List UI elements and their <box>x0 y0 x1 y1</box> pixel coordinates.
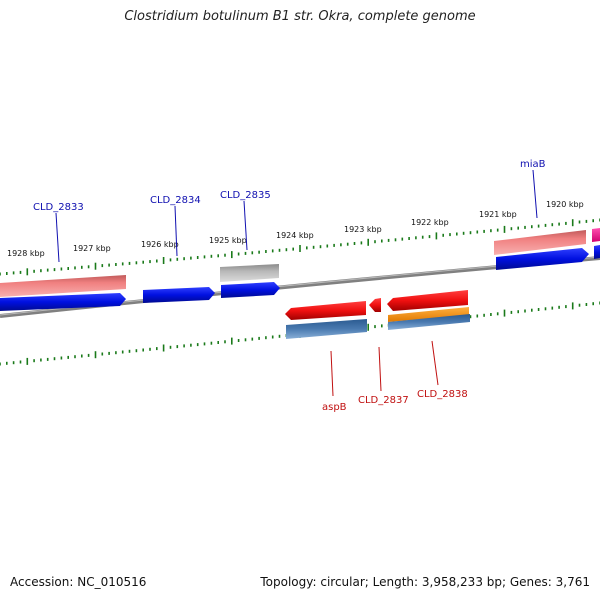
genome-title: Clostridium botulinum B1 str. Okra, comp… <box>124 9 476 24</box>
gene-cld2833-homolog-bar[interactable] <box>0 275 126 297</box>
leader-line-aspb <box>330 350 334 397</box>
gene-edge-magenta-bar[interactable] <box>592 228 600 242</box>
gene-cld2835-arrow[interactable] <box>221 282 280 298</box>
gene-label-aspb[interactable]: aspB <box>322 402 347 413</box>
scale-label: 1928 kbp <box>7 249 45 258</box>
scale-label: 1921 kbp <box>479 210 517 219</box>
leader-line-cld2837 <box>378 346 382 392</box>
leader-line-cld2834 <box>174 205 178 257</box>
scale-label: 1924 kbp <box>276 231 314 240</box>
gene-label-cld2835[interactable]: CLD_2835 <box>220 190 271 201</box>
gene-label-cld2838[interactable]: CLD_2838 <box>417 389 468 400</box>
leader-line-miab <box>532 169 538 219</box>
gene-aspb-arrow[interactable] <box>285 301 366 320</box>
accession-text: Accession: NC_010516 <box>10 575 147 589</box>
gene-label-cld2837[interactable]: CLD_2837 <box>358 395 409 406</box>
gene-miab-homolog-bar[interactable] <box>494 230 586 255</box>
leader-line-cld2835 <box>243 200 248 251</box>
scale-label: 1922 kbp <box>411 218 449 227</box>
gene-edge-blue-arrow[interactable] <box>594 245 600 259</box>
scale-label: 1927 kbp <box>73 244 111 253</box>
scale-label: 1920 kbp <box>546 200 584 209</box>
leader-line-cld2838 <box>431 340 439 386</box>
leader-line-cld2833 <box>55 212 60 263</box>
gene-label-miab[interactable]: miaB <box>520 159 546 170</box>
gene-cld2835-homolog-bar[interactable] <box>220 264 279 282</box>
gene-cld2838-homolog-bar-orange[interactable] <box>388 307 469 322</box>
gene-label-cld2833[interactable]: CLD_2833 <box>33 202 84 213</box>
gene-label-cld2834[interactable]: CLD_2834 <box>150 195 201 206</box>
scale-ticks-forward <box>0 218 600 276</box>
scale-label: 1923 kbp <box>344 225 382 234</box>
gene-cld2838-arrow[interactable] <box>387 290 468 311</box>
gene-aspb-homolog-bar[interactable] <box>286 319 367 339</box>
scale-label: 1925 kbp <box>209 236 247 245</box>
gene-cld2833-arrow[interactable] <box>0 293 126 311</box>
scale-label: 1926 kbp <box>141 240 179 249</box>
gene-cld2838-homolog-bar-steel[interactable] <box>388 314 470 330</box>
gene-cld2837-arrow[interactable] <box>369 298 381 312</box>
gene-cld2834-arrow[interactable] <box>143 287 215 303</box>
genome-summary-text: Topology: circular; Length: 3,958,233 bp… <box>260 575 590 589</box>
gene-miab-arrow[interactable] <box>496 248 589 270</box>
